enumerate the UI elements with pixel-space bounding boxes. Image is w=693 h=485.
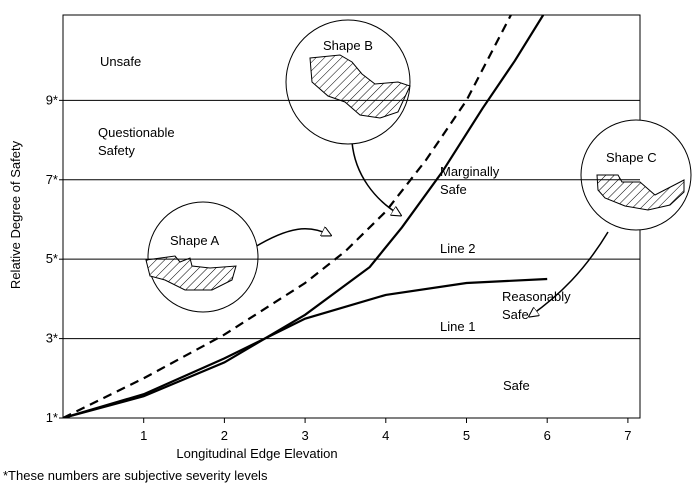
- annotation: Safe: [440, 182, 467, 197]
- y-tick-label: 7*: [46, 172, 58, 187]
- x-tick-label: 2: [221, 428, 228, 443]
- annotation: Safety: [98, 143, 135, 158]
- x-tick-label: 3: [301, 428, 308, 443]
- x-tick-label: 4: [382, 428, 389, 443]
- annotation: Questionable: [98, 125, 175, 140]
- y-tick-label: 3*: [46, 331, 58, 346]
- x-tick-label: 6: [544, 428, 551, 443]
- annotation: Safe: [502, 307, 529, 322]
- annotation: Unsafe: [100, 54, 141, 69]
- y-tick-label: 9*: [46, 92, 58, 107]
- annotation: Line 2: [440, 241, 475, 256]
- x-tick-label: 7: [624, 428, 631, 443]
- curve: [63, 15, 512, 418]
- y-axis-label: Relative Degree of Safety: [8, 140, 23, 289]
- annotation: Shape C: [606, 150, 657, 165]
- annotation: Safe: [503, 378, 530, 393]
- annotation: Shape A: [170, 233, 219, 248]
- footnote: *These numbers are subjective severity l…: [3, 468, 268, 483]
- annotation: Shape B: [323, 38, 373, 53]
- x-tick-label: 1: [140, 428, 147, 443]
- shape-callouts: [145, 19, 692, 316]
- y-tick-label: 5*: [46, 251, 58, 266]
- annotation: Marginally: [440, 164, 500, 179]
- y-tick-label: 1*: [46, 410, 58, 425]
- curve: [63, 15, 545, 418]
- annotation: Reasonably: [502, 289, 571, 304]
- curve: [63, 277, 548, 418]
- x-tick-label: 5: [463, 428, 470, 443]
- annotation: Line 1: [440, 319, 475, 334]
- x-axis-label: Longitudinal Edge Elevation: [176, 446, 337, 461]
